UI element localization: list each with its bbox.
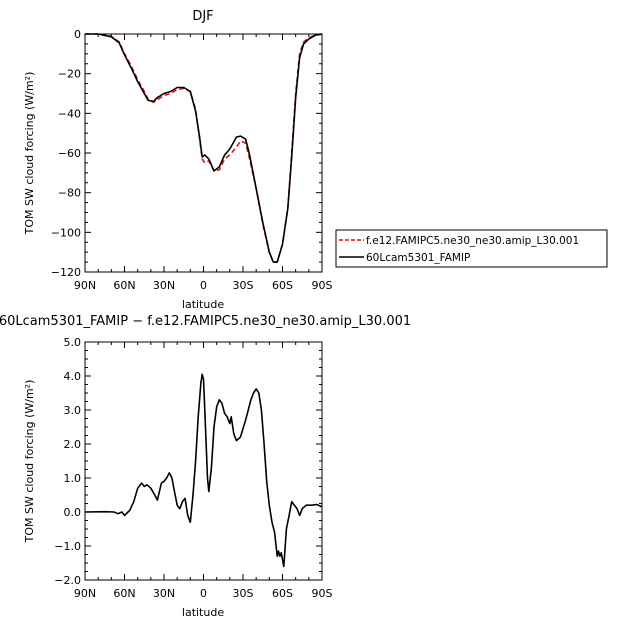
top-x-tick-label: 60N — [113, 279, 135, 292]
top-y-tick-label: −20 — [58, 68, 81, 81]
bottom-y-tick-label: 0.0 — [64, 506, 82, 519]
legend-label-series-2: 60Lcam5301_FAMIP — [366, 252, 470, 264]
bottom-x-tick-label: 90N — [74, 587, 96, 600]
top-series-line-1 — [85, 33, 323, 263]
bottom-y-tick-label: 4.0 — [64, 370, 82, 383]
bottom-y-tick-label: −1.0 — [54, 540, 81, 553]
top-y-tick-label: −80 — [58, 187, 81, 200]
legend-box — [335, 229, 608, 268]
top-plot-frame — [84, 33, 323, 273]
bottom-y-tick-label: 2.0 — [64, 438, 82, 451]
top-y-tick-label: −60 — [58, 147, 81, 160]
bottom-y-tick-label: 3.0 — [64, 404, 82, 417]
bottom-x-tick-label: 30S — [233, 587, 254, 600]
bottom-x-tick-label: 90S — [312, 587, 333, 600]
top-y-tick-label: −40 — [58, 107, 81, 120]
legend-label-series-1: f.e12.FAMIPC5.ne30_ne30.amip_L30.001 — [366, 235, 579, 247]
bottom-x-tick-label: 0 — [200, 587, 207, 600]
bottom-panel: 60Lcam5301_FAMIP − f.e12.FAMIPC5.ne30_ne… — [0, 314, 411, 619]
bottom-x-tick-label: 60S — [272, 587, 293, 600]
top-x-tick-label: 0 — [200, 279, 207, 292]
top-y-axis-label: TOM SW cloud forcing (W/m²) — [23, 72, 36, 236]
bottom-x-axis-label: latitude — [182, 606, 224, 619]
top-chart-title: DJF — [192, 9, 213, 24]
top-panel: DJF 90N 60N 30N 0 30S 60S 90S 0 −20 −40 −60 −80 −100… — [23, 9, 333, 311]
top-x-tick-label: 90N — [74, 279, 96, 292]
top-axes: 90N 60N 30N 0 30S 60S 90S 0 −20 −40 −60 −80 −100 −120 — [51, 28, 333, 292]
bottom-y-tick-label: 1.0 — [64, 472, 82, 485]
bottom-y-tick-label: −2.0 — [54, 574, 81, 587]
bottom-x-tick-label: 60N — [113, 587, 135, 600]
top-y-tick-label: −100 — [51, 226, 81, 239]
bottom-y-axis-label: TOM SW cloud forcing (W/m²) — [23, 380, 36, 544]
top-x-tick-label: 30S — [233, 279, 254, 292]
top-y-tick-label: 0 — [74, 28, 81, 41]
top-x-tick-label: 60S — [272, 279, 293, 292]
bottom-axes: 90N 60N 30N 0 30S 60S 90S 5.0 4.0 3.0 2.0 1.0 0.0 −1.… — [54, 336, 332, 600]
top-series-line-2 — [85, 33, 323, 263]
top-x-axis-label: latitude — [182, 298, 224, 311]
top-x-tick-label: 90S — [312, 279, 333, 292]
top-y-tick-label: −120 — [51, 266, 81, 279]
legend: f.e12.FAMIPC5.ne30_ne30.amip_L30.001 60L… — [335, 229, 608, 268]
bottom-y-tick-label: 5.0 — [64, 336, 82, 349]
bottom-series-line-1 — [84, 373, 323, 568]
top-series-group — [85, 33, 323, 263]
bottom-chart-title: 60Lcam5301_FAMIP − f.e12.FAMIPC5.ne30_ne… — [0, 314, 411, 329]
top-x-tick-label: 30N — [153, 279, 175, 292]
bottom-series-group — [84, 373, 323, 568]
bottom-x-tick-label: 30N — [153, 587, 175, 600]
